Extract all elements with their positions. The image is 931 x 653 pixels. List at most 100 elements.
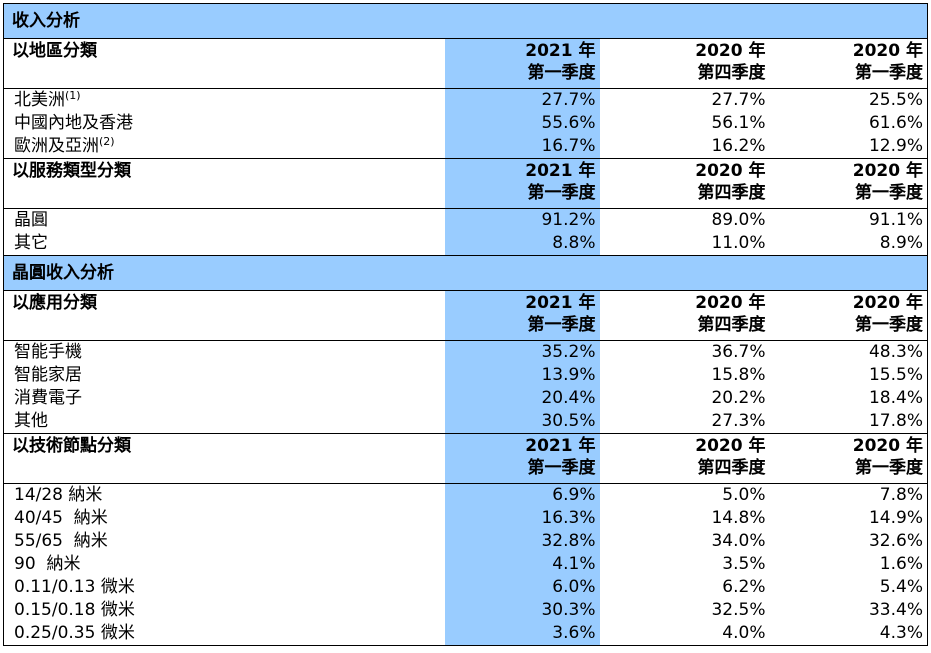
cell-q4-2020: 20.2% bbox=[711, 388, 766, 408]
cell-q1-2021: 13.9% bbox=[444, 364, 600, 387]
row-label: 90 納米 bbox=[14, 554, 81, 574]
table-row: 14/28 納米 6.9% 5.0% 7.8% bbox=[4, 483, 928, 507]
row-label: 中國內地及香港 bbox=[14, 113, 133, 133]
row-label: 40/45 納米 bbox=[14, 508, 108, 528]
row-label: 14/28 納米 bbox=[14, 485, 103, 505]
cell-q1-2021: 55.6% bbox=[444, 112, 600, 135]
cell-q1-2021: 16.7% bbox=[444, 135, 600, 159]
cell-q4-2020: 15.8% bbox=[711, 365, 766, 385]
section-title-wafer-revenue-analysis: 晶圓收入分析 bbox=[3, 255, 928, 291]
table-row: 歐洲及亞洲(2) 16.7% 16.2% 12.9% bbox=[4, 135, 928, 159]
cell-q1-2021: 91.2% bbox=[444, 208, 600, 232]
header-row-service: 以服務類型分類 2021 年第一季度 2020 年第四季度 2020 年第一季度 bbox=[3, 158, 928, 209]
cell-q1-2021: 30.3% bbox=[444, 599, 600, 622]
cell-q1-2020: 14.9% bbox=[868, 508, 923, 528]
cell-q1-2020: 25.5% bbox=[868, 90, 923, 110]
footnote-marker: (1) bbox=[65, 89, 81, 102]
cell-q1-2020: 33.4% bbox=[868, 600, 923, 620]
row-label: 晶圓 bbox=[14, 210, 48, 230]
col-header-q4-2020: 2020 年第四季度 bbox=[599, 433, 770, 484]
col-header-q4-2020: 2020 年第四季度 bbox=[599, 38, 770, 89]
cell-q4-2020: 3.5% bbox=[722, 554, 766, 574]
row-label: 消費電子 bbox=[14, 388, 82, 408]
cell-q1-2020: 48.3% bbox=[868, 342, 923, 362]
table-row: 其它 8.8% 11.0% 8.9% bbox=[4, 232, 928, 256]
table-row: 中國內地及香港 55.6% 56.1% 61.6% bbox=[4, 112, 928, 135]
table-row: 0.15/0.18 微米 30.3% 32.5% 33.4% bbox=[4, 599, 928, 622]
cell-q4-2020: 27.3% bbox=[711, 411, 766, 431]
cell-q1-2020: 12.9% bbox=[868, 136, 923, 156]
cell-q1-2021: 27.7% bbox=[444, 88, 600, 112]
revenue-analysis-table: 收入分析 以地區分類 2021 年第一季度 2020 年第四季度 2020 年第… bbox=[3, 3, 928, 646]
cell-q1-2020: 32.6% bbox=[868, 531, 923, 551]
col-header-q1-2020: 2020 年第一季度 bbox=[769, 158, 928, 209]
row-label: 智能手機 bbox=[14, 342, 82, 362]
row-label: 55/65 納米 bbox=[14, 531, 108, 551]
cell-q4-2020: 6.2% bbox=[722, 577, 766, 597]
table-row: 北美洲(1) 27.7% 27.7% 25.5% bbox=[4, 88, 928, 112]
cell-q1-2020: 5.4% bbox=[879, 577, 923, 597]
row-label: 智能家居 bbox=[14, 365, 82, 385]
col-header-q1-2020: 2020 年第一季度 bbox=[769, 290, 928, 341]
col-header-q1-2021: 2021 年第一季度 bbox=[444, 433, 600, 484]
cell-q1-2020: 91.1% bbox=[868, 210, 923, 230]
header-label-service: 以服務類型分類 bbox=[3, 158, 445, 209]
cell-q1-2020: 8.9% bbox=[879, 233, 923, 253]
header-row-region: 以地區分類 2021 年第一季度 2020 年第四季度 2020 年第一季度 bbox=[3, 38, 928, 89]
header-label-application: 以應用分類 bbox=[3, 290, 445, 341]
table-row: 40/45 納米 16.3% 14.8% 14.9% bbox=[4, 507, 928, 530]
table-row: 消費電子 20.4% 20.2% 18.4% bbox=[4, 387, 928, 410]
header-label-region: 以地區分類 bbox=[3, 38, 445, 89]
table-row: 智能手機 35.2% 36.7% 48.3% bbox=[4, 340, 928, 364]
row-label: 0.25/0.35 微米 bbox=[14, 623, 135, 643]
col-header-q1-2021: 2021 年第一季度 bbox=[444, 290, 600, 341]
cell-q4-2020: 16.2% bbox=[711, 136, 766, 156]
header-row-node: 以技術節點分類 2021 年第一季度 2020 年第四季度 2020 年第一季度 bbox=[3, 433, 928, 484]
cell-q4-2020: 4.0% bbox=[722, 623, 766, 643]
table-row: 其他 30.5% 27.3% 17.8% bbox=[4, 410, 928, 434]
cell-q1-2020: 1.6% bbox=[879, 554, 923, 574]
cell-q4-2020: 14.8% bbox=[711, 508, 766, 528]
cell-q4-2020: 34.0% bbox=[711, 531, 766, 551]
cell-q1-2021: 4.1% bbox=[444, 553, 600, 576]
cell-q1-2021: 16.3% bbox=[444, 507, 600, 530]
table-row: 0.25/0.35 微米 3.6% 4.0% 4.3% bbox=[4, 622, 928, 646]
header-row-application: 以應用分類 2021 年第一季度 2020 年第四季度 2020 年第一季度 bbox=[3, 290, 928, 341]
table-row: 90 納米 4.1% 3.5% 1.6% bbox=[4, 553, 928, 576]
cell-q4-2020: 36.7% bbox=[711, 342, 766, 362]
col-header-q1-2021: 2021 年第一季度 bbox=[444, 38, 600, 89]
cell-q1-2020: 17.8% bbox=[868, 411, 923, 431]
row-label: 其它 bbox=[14, 233, 48, 253]
cell-q1-2020: 18.4% bbox=[868, 388, 923, 408]
cell-q1-2020: 7.8% bbox=[879, 485, 923, 505]
cell-q4-2020: 89.0% bbox=[711, 210, 766, 230]
cell-q4-2020: 5.0% bbox=[722, 485, 766, 505]
cell-q4-2020: 11.0% bbox=[711, 233, 766, 253]
row-label: 0.15/0.18 微米 bbox=[14, 600, 135, 620]
table-row: 智能家居 13.9% 15.8% 15.5% bbox=[4, 364, 928, 387]
cell-q1-2020: 15.5% bbox=[868, 365, 923, 385]
cell-q1-2021: 6.0% bbox=[444, 576, 600, 599]
cell-q1-2021: 32.8% bbox=[444, 530, 600, 553]
col-header-q1-2021: 2021 年第一季度 bbox=[444, 158, 600, 209]
cell-q4-2020: 32.5% bbox=[711, 600, 766, 620]
cell-q1-2021: 8.8% bbox=[444, 232, 600, 256]
row-label: 0.11/0.13 微米 bbox=[14, 577, 135, 597]
section-title-revenue-analysis: 收入分析 bbox=[3, 3, 928, 39]
cell-q1-2021: 20.4% bbox=[444, 387, 600, 410]
row-label: 歐洲及亞洲(2) bbox=[14, 135, 115, 156]
cell-q4-2020: 56.1% bbox=[711, 113, 766, 133]
row-label: 其他 bbox=[14, 411, 48, 431]
row-label: 北美洲(1) bbox=[14, 89, 81, 110]
col-header-q1-2020: 2020 年第一季度 bbox=[769, 38, 928, 89]
cell-q1-2021: 6.9% bbox=[444, 483, 600, 507]
cell-q1-2021: 3.6% bbox=[444, 622, 600, 646]
header-label-node: 以技術節點分類 bbox=[3, 433, 445, 484]
col-header-q1-2020: 2020 年第一季度 bbox=[769, 433, 928, 484]
cell-q4-2020: 27.7% bbox=[711, 90, 766, 110]
col-header-q4-2020: 2020 年第四季度 bbox=[599, 290, 770, 341]
cell-q1-2021: 30.5% bbox=[444, 410, 600, 434]
cell-q1-2021: 35.2% bbox=[444, 340, 600, 364]
col-header-q4-2020: 2020 年第四季度 bbox=[599, 158, 770, 209]
table-row: 晶圓 91.2% 89.0% 91.1% bbox=[4, 208, 928, 232]
